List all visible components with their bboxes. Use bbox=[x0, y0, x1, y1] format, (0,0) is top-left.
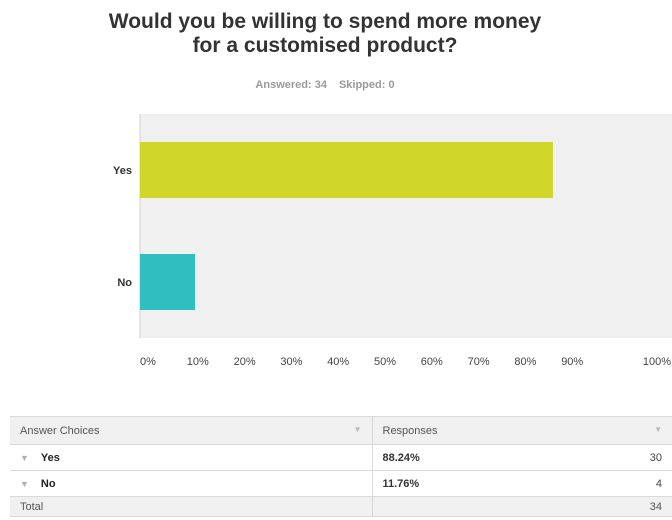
sort-icon[interactable]: ▼ bbox=[353, 424, 362, 434]
answer-choice-cell: ▼ No bbox=[10, 470, 373, 497]
chevron-down-icon[interactable]: ▼ bbox=[20, 478, 29, 489]
answered-count: Answered: 34 bbox=[255, 79, 327, 91]
total-count: 34 bbox=[602, 496, 672, 517]
category-label-yes: Yes bbox=[113, 165, 132, 177]
bar-no bbox=[140, 254, 196, 310]
skipped-count: Skipped: 0 bbox=[338, 79, 395, 91]
answer-choice-cell: ▼ Yes bbox=[10, 444, 373, 471]
x-tick-label: 40% bbox=[327, 356, 349, 368]
x-tick-label: 90% bbox=[561, 356, 583, 368]
x-tick-label: 10% bbox=[187, 356, 209, 368]
x-tick-label: 60% bbox=[421, 356, 443, 368]
response-count-no: 4 bbox=[602, 470, 672, 497]
chart-title-line-2: for a customised product? bbox=[192, 34, 458, 57]
response-count-yes: 30 bbox=[602, 444, 672, 471]
header-responses-label: Responses bbox=[382, 424, 438, 437]
response-percent-no: 11.76% bbox=[372, 470, 602, 497]
x-tick-label: 30% bbox=[280, 356, 302, 368]
table-total-row: Total 34 bbox=[10, 496, 672, 517]
table-header-row: Answer Choices ▼ Responses ▼ bbox=[10, 416, 672, 445]
table-row: ▼ No 11.76% 4 bbox=[10, 470, 672, 497]
response-percent-yes: 88.24% bbox=[372, 444, 602, 471]
answer-choice-yes: Yes bbox=[40, 451, 60, 464]
bar-chart: Yes No 0% 10% 20% 30% 40% 50% 60% 70% 80% 90% 100% bbox=[113, 114, 672, 368]
chart-title: Would you be willing to spend more money… bbox=[0, 10, 650, 58]
x-tick-label: 70% bbox=[468, 356, 490, 368]
total-spacer bbox=[372, 496, 602, 517]
responses-table: Answer Choices ▼ Responses ▼ ▼ Yes 88.24% 3… bbox=[10, 416, 672, 517]
x-tick-label: 0% bbox=[140, 356, 156, 368]
total-label: Total bbox=[10, 496, 373, 517]
answer-choice-no: No bbox=[40, 477, 56, 490]
category-label-no: No bbox=[117, 277, 132, 289]
header-answer-choices[interactable]: Answer Choices ▼ bbox=[10, 416, 373, 445]
x-tick-label: 80% bbox=[514, 356, 536, 368]
header-responses[interactable]: Responses ▼ bbox=[372, 416, 672, 445]
chevron-down-icon[interactable]: ▼ bbox=[20, 452, 29, 463]
x-tick-label: 20% bbox=[234, 356, 256, 368]
response-summary: Answered: 34 Skipped: 0 bbox=[0, 79, 650, 91]
bar-yes bbox=[140, 142, 553, 198]
x-tick-label: 100% bbox=[643, 356, 671, 368]
table-row: ▼ Yes 88.24% 30 bbox=[10, 444, 672, 471]
x-tick-label: 50% bbox=[374, 356, 396, 368]
header-answer-choices-label: Answer Choices bbox=[20, 424, 100, 437]
sort-icon[interactable]: ▼ bbox=[654, 424, 662, 434]
chart-title-line-1: Would you be willing to spend more money bbox=[108, 10, 542, 33]
